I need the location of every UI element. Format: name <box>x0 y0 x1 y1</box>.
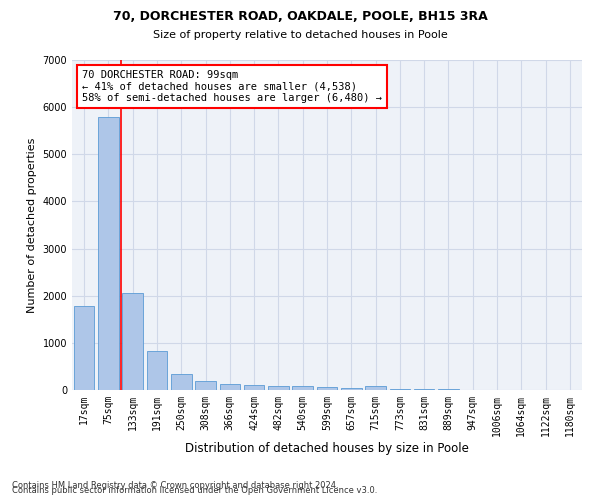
Bar <box>171 374 191 390</box>
Text: 70 DORCHESTER ROAD: 99sqm
← 41% of detached houses are smaller (4,538)
58% of se: 70 DORCHESTER ROAD: 99sqm ← 41% of detac… <box>82 70 382 103</box>
Bar <box>98 116 119 390</box>
Text: Size of property relative to detached houses in Poole: Size of property relative to detached ho… <box>152 30 448 40</box>
Bar <box>292 386 313 390</box>
Bar <box>195 381 216 390</box>
Bar <box>268 386 289 390</box>
Text: Contains public sector information licensed under the Open Government Licence v3: Contains public sector information licen… <box>12 486 377 495</box>
Bar <box>244 385 265 390</box>
Bar <box>341 388 362 390</box>
Text: 70, DORCHESTER ROAD, OAKDALE, POOLE, BH15 3RA: 70, DORCHESTER ROAD, OAKDALE, POOLE, BH1… <box>113 10 487 23</box>
Bar <box>74 306 94 390</box>
X-axis label: Distribution of detached houses by size in Poole: Distribution of detached houses by size … <box>185 442 469 454</box>
Bar <box>317 387 337 390</box>
Bar <box>146 351 167 390</box>
Y-axis label: Number of detached properties: Number of detached properties <box>27 138 37 312</box>
Bar <box>220 384 240 390</box>
Bar <box>122 293 143 390</box>
Bar <box>389 389 410 390</box>
Text: Contains HM Land Registry data © Crown copyright and database right 2024.: Contains HM Land Registry data © Crown c… <box>12 481 338 490</box>
Bar <box>365 386 386 390</box>
